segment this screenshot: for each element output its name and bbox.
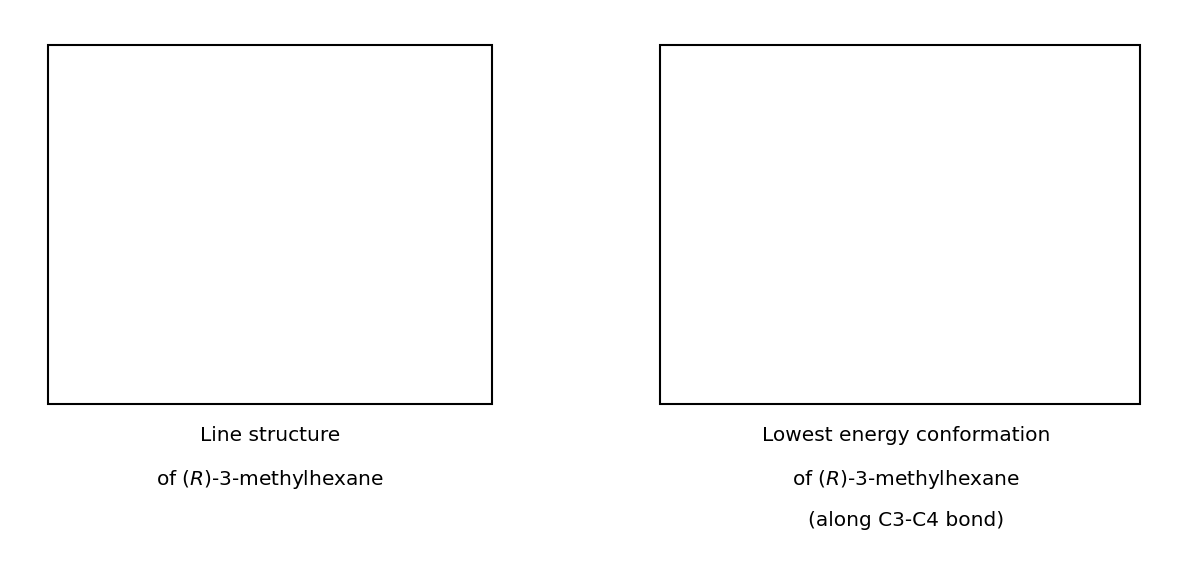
Text: of ($\it{R}$)-3-methylhexane: of ($\it{R}$)-3-methylhexane — [156, 468, 384, 491]
Text: of ($\it{R}$)-3-methylhexane: of ($\it{R}$)-3-methylhexane — [792, 468, 1020, 491]
Text: Line structure: Line structure — [200, 426, 340, 445]
Text: (along C3-C4 bond): (along C3-C4 bond) — [808, 511, 1004, 530]
Bar — [48, 45, 492, 404]
Bar — [660, 45, 1140, 404]
Text: Lowest energy conformation: Lowest energy conformation — [762, 426, 1050, 445]
